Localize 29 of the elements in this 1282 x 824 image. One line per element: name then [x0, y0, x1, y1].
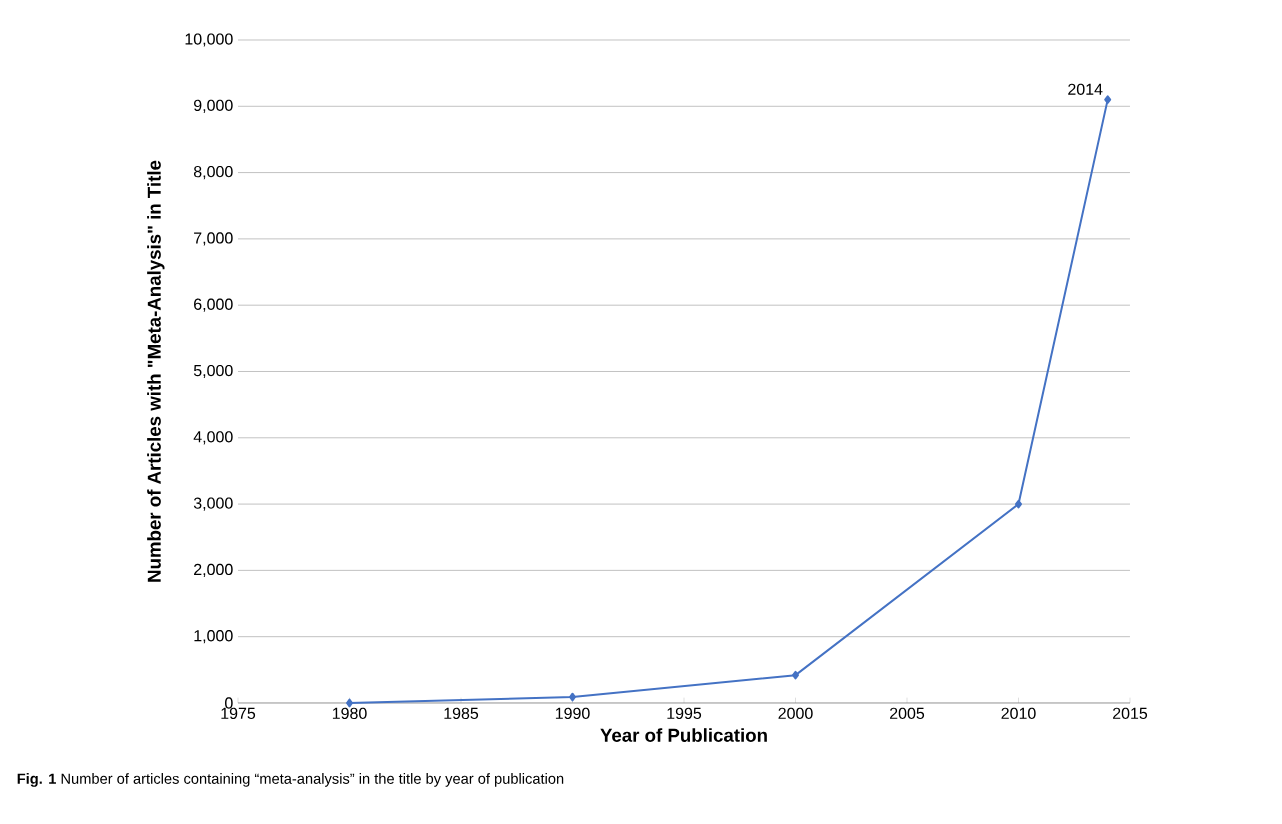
point — [1104, 95, 1112, 104]
x-tick-label: 2010 — [1001, 707, 1036, 720]
x-tick-label: 2015 — [1113, 707, 1148, 720]
point — [1015, 499, 1022, 509]
x-tick-label: 2005 — [890, 707, 925, 720]
x-tick-label: 2000 — [778, 707, 813, 720]
point — [792, 670, 799, 680]
y-tick-label: 8,000 — [193, 165, 233, 180]
y-tick-label: 2,000 — [194, 563, 233, 577]
annotation: 2014 — [1068, 83, 1103, 95]
x-tick-label: 1980 — [332, 707, 367, 720]
y-tick-label: 10,000 — [185, 33, 233, 47]
y-tick-label: 0 — [225, 697, 233, 709]
x-tick-label: 1990 — [555, 707, 590, 720]
text: Fig. 1 Number of articles containing “meta-analysis” in the title by year of publication — [17, 773, 564, 787]
y-tick-label: 3,000 — [193, 497, 233, 511]
x-axis-title: Year of Publication — [600, 728, 767, 742]
y-axis-title: Number of Articles with "Meta-Analysis" in Title — [147, 160, 165, 582]
y-tick-label: 4,000 — [193, 431, 233, 445]
y-tick-label: 1,000 — [194, 630, 233, 644]
y-tick-label: 9,000 — [194, 99, 233, 113]
y-tick-label: 6,000 — [194, 298, 233, 312]
x-tick-label: 1995 — [667, 707, 702, 720]
y-tick-label: 5,000 — [193, 364, 233, 379]
point — [346, 698, 354, 708]
x-tick-label: 1985 — [444, 707, 479, 720]
y-tick-label: 7,000 — [194, 232, 233, 246]
point — [569, 692, 576, 702]
x-tick-label: 1975 — [221, 707, 256, 720]
